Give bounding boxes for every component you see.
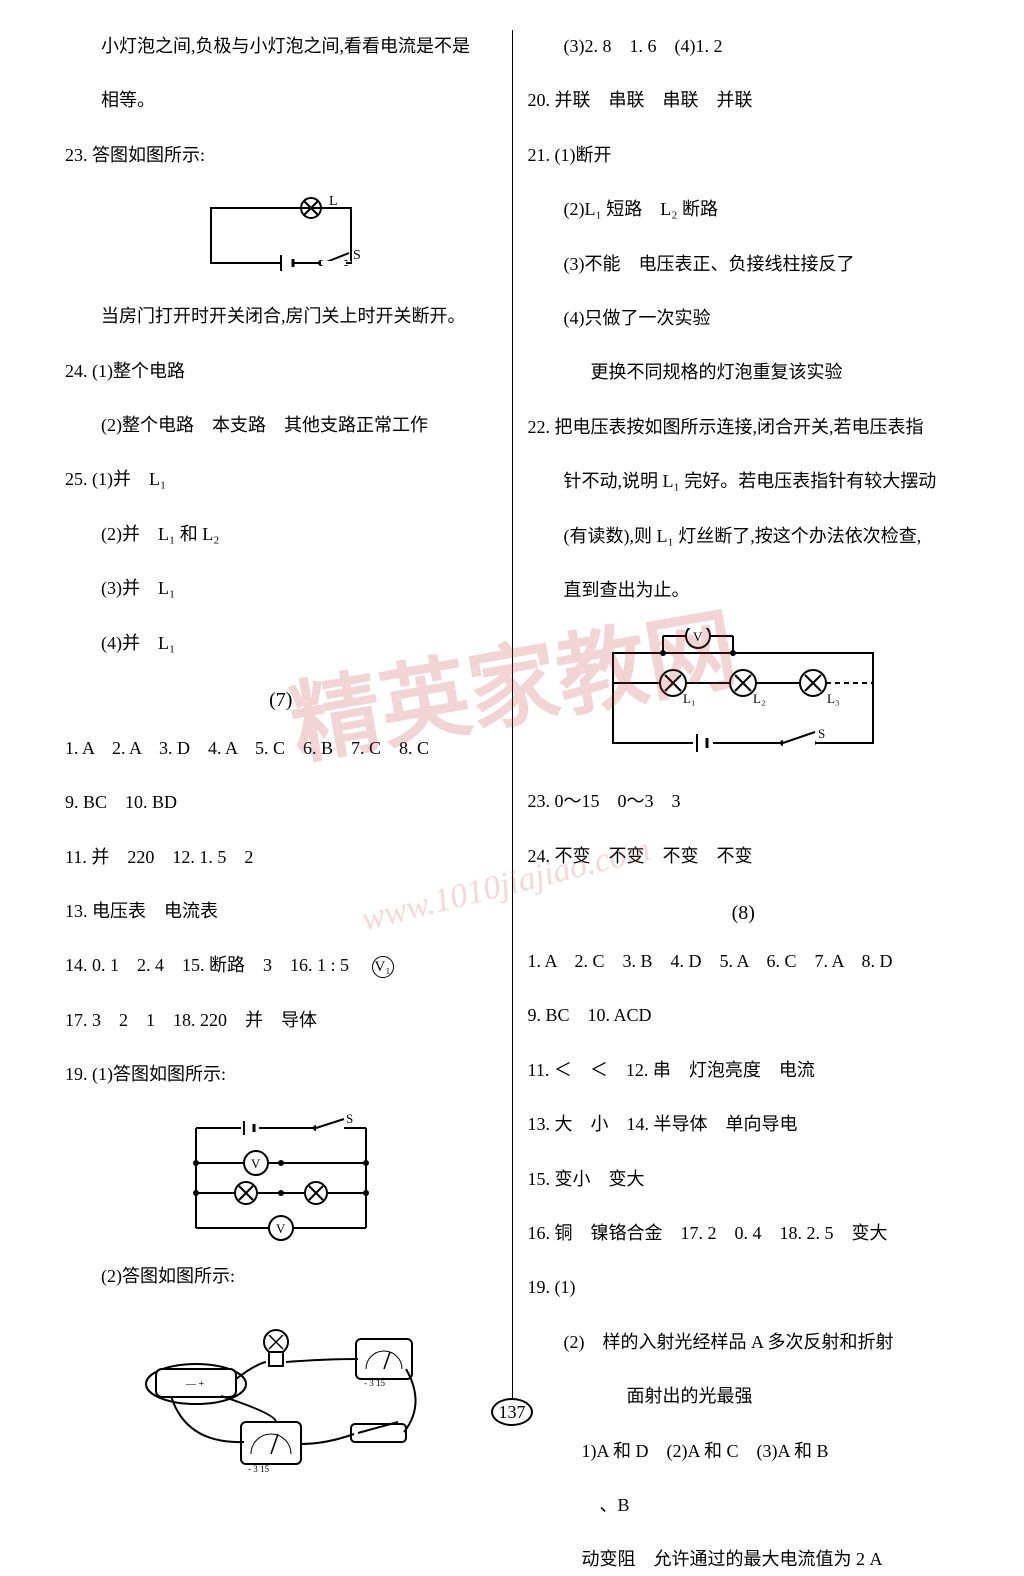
text-line: (2)整个电路 本支路 其他支路正常工作 xyxy=(65,409,497,441)
text-line: 22. 把电压表按如图所示连接,闭合开关,若电压表指 xyxy=(528,411,960,443)
text-line: 11. 并 220 12. 1. 5 2 xyxy=(65,841,497,873)
svg-text:- 3 15: - 3 15 xyxy=(248,1464,269,1474)
circuit-diagram-3: V L₁ L₂ L₃ xyxy=(528,628,960,771)
label-S: S xyxy=(353,248,361,263)
text-line: 19. (1) xyxy=(528,1271,960,1303)
text-line: 1. A 2. C 3. B 4. D 5. A 6. C 7. A 8. D xyxy=(528,945,960,977)
text-line: 面射出的光最强 xyxy=(528,1380,960,1412)
section-7: (7) xyxy=(65,689,497,712)
text-line: 1)A 和 D (2)A 和 C (3)A 和 B xyxy=(528,1435,960,1467)
label-V2: V xyxy=(276,1221,286,1236)
text-line: 相等。 xyxy=(65,84,497,116)
text-line: 24. 不变 不变 不变 不变 xyxy=(528,840,960,872)
svg-text:- 3 15: - 3 15 xyxy=(364,1378,385,1388)
text-line: 17. 3 2 1 18. 220 并 导体 xyxy=(65,1004,497,1036)
label-S2: S xyxy=(346,1113,353,1126)
text-line: 小灯泡之间,负极与小灯泡之间,看看电流是不是 xyxy=(65,30,497,62)
page-container: 小灯泡之间,负极与小灯泡之间,看看电流是不是 相等。 23. 答图如图所示: L xyxy=(50,30,974,1414)
label-L1: L₁ xyxy=(683,691,695,706)
right-column: (3)2. 8 1. 6 (4)1. 2 20. 并联 串联 串联 并联 21.… xyxy=(513,30,975,1414)
text-line: (3)2. 8 1. 6 (4)1. 2 xyxy=(528,30,960,62)
label-L: L xyxy=(329,194,338,209)
text-line: 23. 答图如图所示: xyxy=(65,139,497,171)
text-line: 9. BC 10. BD xyxy=(65,786,497,818)
label-L2: L₂ xyxy=(753,691,765,706)
label-S3: S xyxy=(818,726,825,741)
text-line: (2)并 L₁ 和 L₂ xyxy=(65,518,497,550)
text-line: (4)只做了一次实验 xyxy=(528,302,960,334)
text-line: (3)不能 电压表正、负接线柱接反了 xyxy=(528,248,960,280)
text-line: (2)答图如图所示: xyxy=(65,1260,497,1292)
text-line: 、B xyxy=(528,1489,960,1521)
text-line: 21. (1)断开 xyxy=(528,139,960,171)
text-line: (有读数),则 L₁ 灯丝断了,按这个办法依次检查, xyxy=(528,520,960,552)
text-line: (3)并 L₁ xyxy=(65,572,497,604)
text-span: 14. 0. 1 2. 4 15. 断路 3 16. 1 : 5 xyxy=(65,955,367,975)
label-L3: L₃ xyxy=(827,691,839,706)
page-number: 137 xyxy=(491,1398,533,1426)
text-line: 14. 0. 1 2. 4 15. 断路 3 16. 1 : 5 V₁ xyxy=(65,949,497,981)
text-line: 更换不同规格的灯泡重复该实验 xyxy=(528,356,960,388)
text-line: 13. 电压表 电流表 xyxy=(65,895,497,927)
text-line: 13. 大 小 14. 半导体 单向导电 xyxy=(528,1108,960,1140)
label-V3: V xyxy=(693,629,703,644)
text-line: 11. ＜ ＜ 12. 串 灯泡亮度 电流 xyxy=(528,1054,960,1086)
text-line: 23. 0～15 0～3 3 xyxy=(528,785,960,817)
text-line: 20. 并联 串联 串联 并联 xyxy=(528,84,960,116)
circuit-diagram-1: L S xyxy=(65,193,497,286)
text-line: (2)L₁ 短路 L₂ 断路 xyxy=(528,193,960,225)
svg-text:— +: — + xyxy=(185,1379,205,1390)
text-line: 16. 铜 镍铬合金 17. 2 0. 4 18. 2. 5 变大 xyxy=(528,1217,960,1249)
text-line: 24. (1)整个电路 xyxy=(65,355,497,387)
circled-v: V₁ xyxy=(372,956,394,978)
text-line: (4)并 L₁ xyxy=(65,627,497,659)
text-line: 直到查出为止。 xyxy=(528,574,960,606)
text-line: 9. BC 10. ACD xyxy=(528,999,960,1031)
text-line: 25. (1)并 L₁ xyxy=(65,463,497,495)
text-line: 19. (1)答图如图所示: xyxy=(65,1058,497,1090)
text-line: 针不动,说明 L₁ 完好。若电压表指针有较大摆动 xyxy=(528,465,960,497)
text-line: 15. 变小 变大 xyxy=(528,1163,960,1195)
apparatus-diagram: — + - 3 15 - 3 15 xyxy=(65,1314,497,1477)
label-V1: V xyxy=(251,1156,261,1171)
circuit-diagram-2: S V V xyxy=(65,1113,497,1246)
section-8: (8) xyxy=(528,902,960,925)
left-column: 小灯泡之间,负极与小灯泡之间,看看电流是不是 相等。 23. 答图如图所示: L xyxy=(50,30,513,1414)
text-line: 1. A 2. A 3. D 4. A 5. C 6. B 7. C 8. C xyxy=(65,732,497,764)
text-line: 当房门打开时开关闭合,房门关上时开关断开。 xyxy=(65,300,497,332)
text-line: (2) 样的入射光经样品 A 多次反射和折射 xyxy=(528,1326,960,1358)
text-line: 动变阻 允许通过的最大电流值为 2 A xyxy=(528,1543,960,1575)
